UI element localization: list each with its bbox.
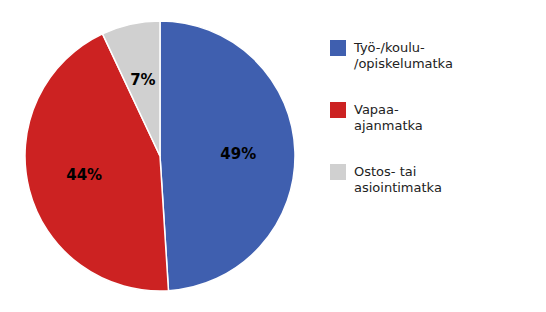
legend-label: Työ-/koulu-/opiskelumatka (353, 40, 453, 71)
legend: Työ-/koulu-/opiskelumatka Vapaa-ajanmatka… (330, 40, 453, 195)
legend-label: Ostos- taiasiointimatka (354, 164, 442, 195)
pie-slice (160, 21, 295, 291)
data-label: 7% (130, 71, 155, 89)
legend-swatch (330, 164, 346, 180)
pie-slice (103, 21, 160, 156)
legend-item: Työ-/koulu-/opiskelumatka (330, 40, 453, 71)
pie (25, 21, 295, 291)
data-labels: 49% 44% 7% (66, 71, 256, 185)
data-label: 44% (66, 166, 102, 184)
legend-item: Vapaa-ajanmatka (330, 102, 423, 133)
pie-slice (25, 34, 168, 291)
chart: 49% 44% 7% Työ-/koulu-/opiskelumatka Vapaa-a… (0, 0, 546, 312)
legend-swatch (330, 40, 346, 56)
legend-label: Vapaa-ajanmatka (354, 102, 423, 133)
legend-swatch (330, 102, 346, 118)
legend-item: Ostos- taiasiointimatka (330, 164, 442, 195)
data-label: 49% (220, 145, 256, 163)
